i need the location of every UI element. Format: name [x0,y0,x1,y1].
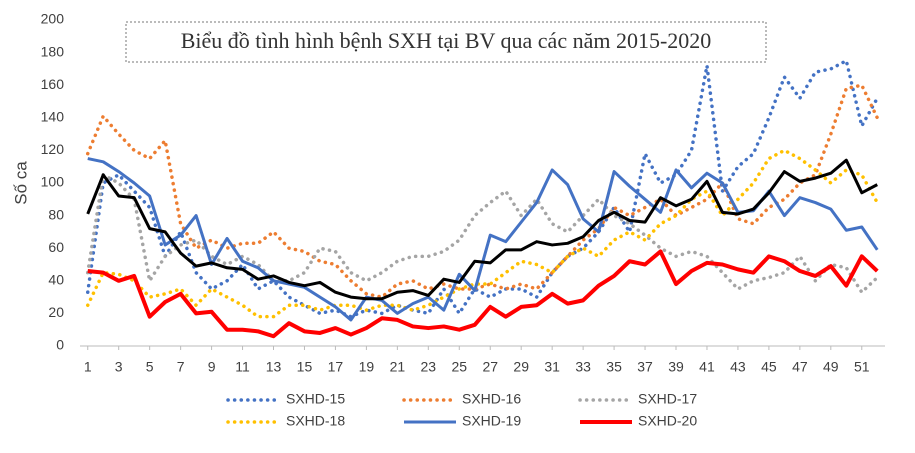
x-tick-label: 23 [421,359,437,375]
x-tick-label: 17 [328,359,344,375]
x-tick-label: 25 [451,359,467,375]
series-line [85,59,880,319]
y-axis-label: Số ca [11,161,30,205]
x-tick-label: 9 [208,359,216,375]
y-tick-label: 100 [41,174,65,190]
x-tick-label: 27 [482,359,498,375]
x-tick-label: 15 [297,359,313,375]
x-tick-label: 51 [854,359,870,375]
legend-label: SXHD-19 [462,413,521,429]
y-tick-label: 80 [48,206,64,222]
x-tick-label: 35 [606,359,622,375]
x-tick-label: 31 [544,359,560,375]
series-line [85,173,880,294]
series-line [85,148,880,319]
title-box [125,21,767,63]
x-tick-label: 1 [84,359,92,375]
x-tick-label: 3 [115,359,123,375]
x-tick-label: 43 [730,359,746,375]
x-tick-label: 37 [637,359,653,375]
x-tick-label: 13 [266,359,282,375]
y-tick-label: 20 [48,304,64,320]
x-tick-label: 5 [146,359,154,375]
x-tick-label: 41 [699,359,715,375]
x-tick-label: 21 [390,359,406,375]
x-tick-label: 33 [575,359,591,375]
y-tick-label: 180 [41,43,65,59]
legend-label: SXHD-17 [638,391,697,407]
x-tick-label: 7 [177,359,185,375]
x-tick-label: 47 [792,359,808,375]
y-tick-label: 40 [48,272,64,288]
series-line [87,249,879,339]
x-tick-label: 19 [359,359,375,375]
series-line [85,83,880,299]
y-tick-label: 120 [41,141,65,157]
y-tick-label: 60 [48,239,64,255]
legend-label: SXHD-15 [286,391,345,407]
legend-label: SXHD-18 [286,413,345,429]
x-tick-label: 45 [761,359,777,375]
x-tick-label: 39 [668,359,684,375]
x-tick-label: 29 [513,359,529,375]
legend-label: SXHD-16 [462,391,521,407]
x-tick-label: 49 [823,359,839,375]
x-tick-label: 11 [235,359,250,375]
series-line [86,158,878,301]
y-tick-label: 160 [41,76,65,92]
y-tick-label: 0 [56,337,64,353]
y-tick-label: 200 [41,11,65,27]
legend-label: SXHD-20 [638,413,697,429]
chart-title: Biểu đồ tình hình bệnh SXH tại BV qua cá… [181,28,712,53]
y-tick-label: 140 [41,109,65,125]
